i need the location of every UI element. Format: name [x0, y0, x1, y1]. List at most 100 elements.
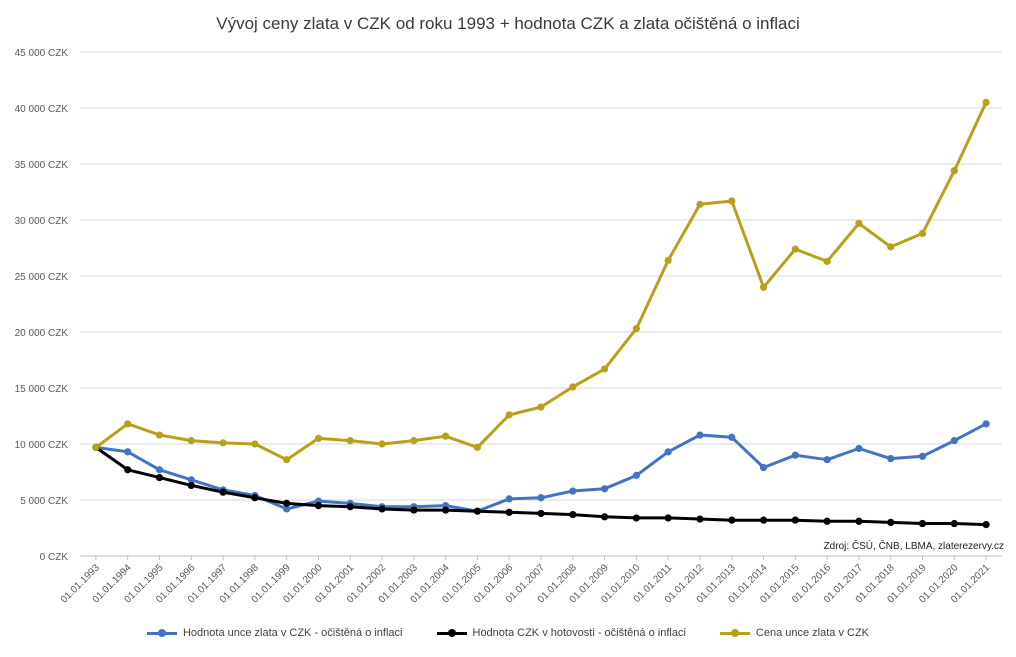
point-real-cash: [346, 503, 354, 511]
point-real-gold: [696, 431, 704, 439]
point-gold-price: [124, 420, 132, 428]
point-real-gold: [728, 433, 736, 441]
chart-title: Vývoj ceny zlata v CZK od roku 1993 + ho…: [216, 14, 800, 33]
point-gold-price: [537, 403, 545, 411]
point-gold-price: [569, 383, 577, 391]
point-real-gold: [600, 485, 609, 493]
point-real-cash: [187, 481, 195, 490]
point-gold-price: [155, 431, 164, 439]
point-real-cash: [283, 499, 291, 507]
point-real-cash: [219, 488, 227, 496]
point-gold-price: [982, 98, 990, 106]
point-real-cash: [600, 513, 609, 521]
point-real-cash: [887, 518, 895, 527]
point-real-cash: [569, 510, 577, 519]
y-tick-label: 45 000 CZK: [15, 48, 69, 59]
point-real-gold: [505, 495, 513, 503]
point-real-cash: [378, 505, 386, 513]
point-real-gold: [982, 420, 990, 428]
y-tick-label: 25 000 CZK: [15, 272, 69, 283]
point-real-cash: [473, 507, 482, 515]
point-gold-price: [728, 197, 736, 205]
legend-label-real-cash: Hodnota CZK v hotovosti - očištěná o inf…: [472, 627, 686, 639]
legend-item-real-gold: Hodnota unce zlata v CZK - očištěná o in…: [146, 627, 403, 639]
point-real-gold: [791, 451, 799, 459]
point-gold-price: [632, 325, 640, 333]
point-gold-price: [410, 437, 418, 445]
series-layer: [92, 98, 990, 529]
point-real-cash: [537, 509, 545, 518]
point-real-gold: [124, 448, 132, 456]
y-tick-label: 40 000 CZK: [15, 104, 69, 115]
point-real-cash: [728, 516, 736, 524]
point-real-cash: [410, 506, 418, 514]
point-gold-price: [92, 443, 100, 451]
point-gold-price: [600, 365, 609, 373]
legend-swatch-gold-price: [719, 628, 750, 638]
point-gold-price: [855, 219, 863, 227]
point-gold-price: [696, 200, 704, 208]
point-gold-price: [823, 257, 831, 266]
point-real-cash: [696, 515, 704, 523]
point-real-cash: [982, 521, 990, 529]
legend-item-gold-price: Cena unce zlata v CZK: [719, 627, 870, 639]
point-real-cash: [855, 517, 863, 525]
point-real-cash: [124, 466, 132, 474]
point-real-gold: [823, 456, 831, 464]
source-note: Zdroj: ČSÚ, ČNB, LBMA, zlaterezervy.cz: [823, 541, 1004, 552]
legend-swatch-real-gold: [146, 628, 177, 638]
point-gold-price: [759, 283, 768, 291]
point-gold-price: [314, 434, 323, 442]
legend-item-real-cash: Hodnota CZK v hotovosti - očištěná o inf…: [436, 627, 686, 639]
legend-label-real-gold: Hodnota unce zlata v CZK - očištěná o in…: [182, 627, 403, 639]
point-real-cash: [632, 514, 640, 522]
y-tick-label: 5 000 CZK: [20, 496, 68, 507]
point-gold-price: [887, 243, 895, 251]
point-gold-price: [187, 437, 195, 445]
point-gold-price: [219, 439, 227, 447]
point-real-cash: [314, 502, 323, 510]
point-real-gold: [569, 487, 577, 495]
point-real-cash: [442, 506, 450, 514]
gridlines: [80, 51, 1002, 501]
y-tick-label: 30 000 CZK: [15, 216, 69, 227]
point-real-cash: [759, 516, 768, 524]
point-real-cash: [251, 494, 259, 502]
point-gold-price: [791, 245, 799, 253]
point-real-cash: [664, 514, 672, 522]
point-real-gold: [855, 444, 863, 453]
legend-label-gold-price: Cena unce zlata v CZK: [755, 627, 870, 639]
point-gold-price: [378, 440, 386, 448]
point-real-cash: [950, 519, 958, 528]
point-real-gold: [950, 437, 958, 445]
y-tick-label: 20 000 CZK: [15, 328, 69, 339]
point-gold-price: [950, 167, 958, 175]
point-real-gold: [187, 476, 195, 484]
axes: [80, 555, 1002, 560]
point-real-cash: [505, 508, 513, 516]
point-real-gold: [664, 448, 672, 456]
y-tick-label: 10 000 CZK: [15, 440, 69, 451]
legend: Hodnota unce zlata v CZK - očištěná o in…: [0, 627, 1016, 639]
point-gold-price: [473, 443, 482, 451]
point-gold-price: [918, 229, 927, 238]
point-real-cash: [918, 519, 927, 528]
point-gold-price: [505, 411, 513, 419]
point-gold-price: [251, 440, 259, 448]
y-tick-label: 0 CZK: [40, 552, 69, 563]
point-real-gold: [632, 471, 640, 479]
point-real-cash: [791, 516, 799, 524]
legend-swatch-real-cash: [436, 628, 467, 638]
point-real-gold: [887, 454, 895, 463]
y-tick-label: 15 000 CZK: [15, 384, 69, 395]
point-gold-price: [283, 456, 291, 464]
point-gold-price: [664, 256, 672, 264]
point-real-cash: [823, 517, 831, 525]
point-real-gold: [918, 452, 927, 460]
point-real-gold: [283, 505, 291, 513]
point-gold-price: [442, 432, 450, 440]
point-real-cash: [155, 474, 164, 482]
point-real-gold: [155, 466, 164, 474]
point-gold-price: [346, 437, 354, 445]
